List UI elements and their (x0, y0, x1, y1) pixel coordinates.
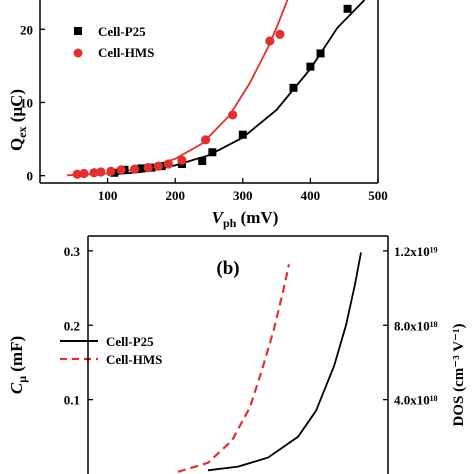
x-axis-title-a: Vph (mV) (212, 208, 279, 230)
x-tick-label-a: 500 (368, 188, 388, 203)
x-tick-label-a: 300 (233, 188, 253, 203)
data-point-p25 (198, 157, 207, 166)
data-point-p25 (238, 130, 247, 139)
x-tick-label-a: 100 (98, 188, 118, 203)
y2-axis-title-b: DOS (cm⁻³ V⁻¹) (451, 324, 467, 427)
x-tick-label-a: 200 (165, 188, 185, 203)
data-point-hms (201, 135, 211, 145)
legend-label-hms: Cell-HMS (98, 45, 154, 60)
data-point-hms (79, 168, 89, 179)
data-point-p25 (306, 62, 315, 71)
legend-label-p25-b: Cell-P25 (106, 334, 154, 349)
data-point-hms (275, 29, 285, 40)
legend-marker-p25 (74, 27, 82, 35)
data-point-p25 (289, 83, 298, 92)
y-tick-label-b: 0.2 (64, 318, 80, 333)
plot-area-b: 0.1 0.2 0.3 4.0x10¹⁸ 8.0x10¹⁸ 1.2x10¹⁹ (64, 235, 438, 474)
fit-line-a-0 (107, 0, 366, 176)
series-line-b-hms (177, 264, 291, 473)
data-point-hms (177, 155, 187, 165)
y2-tick-label-b: 4.0x10¹⁸ (394, 393, 438, 408)
data-point-hms (163, 159, 174, 169)
panel-b: (b) Cell-P25 Cell-HMS Cμ (mF) DOS (cm⁻³ … (7, 258, 467, 426)
data-point-hms (228, 110, 238, 120)
data-point-p25 (343, 4, 352, 13)
data-point-hms (153, 161, 163, 171)
y-tick-label-a: 0 (27, 169, 34, 184)
legend-label-hms-b: Cell-HMS (106, 352, 162, 367)
series-line-b-p25 (207, 252, 362, 472)
plot-area-a: 100 200 300 400 500 0 10 20 (20, 0, 388, 203)
y-tick-label-a: 10 (20, 95, 33, 110)
y-axis-title-a: Qex (μC) (7, 89, 29, 151)
data-point-p25 (316, 49, 325, 58)
x-tick-label-a: 400 (301, 188, 321, 203)
data-point-hms (96, 167, 106, 177)
data-point-hms (130, 164, 140, 174)
data-point-hms (265, 36, 275, 46)
data-point-hms (106, 166, 116, 176)
y2-tick-label-b: 1.2x10¹⁹ (394, 244, 438, 259)
y2-tick-label-b: 8.0x10¹⁸ (394, 318, 438, 333)
y-axis-title-b: Cμ (mF) (7, 336, 29, 394)
legend-label-p25: Cell-P25 (98, 24, 146, 39)
panel-label-b: (b) (216, 258, 239, 279)
legend-marker-hms (73, 48, 83, 58)
panel-a: Cell-P25 Cell-HMS Qex (μC) Vph (mV) (7, 24, 278, 230)
data-point-p25 (208, 148, 217, 157)
y-tick-label-b: 0.1 (64, 393, 80, 408)
y-tick-label-a: 20 (20, 22, 33, 37)
data-point-hms (89, 168, 99, 178)
data-point-hms (143, 163, 153, 173)
y-tick-label-b: 0.3 (64, 244, 81, 259)
data-point-p25 (137, 164, 146, 173)
data-point-hms (72, 169, 82, 179)
data-point-hms (116, 165, 126, 175)
